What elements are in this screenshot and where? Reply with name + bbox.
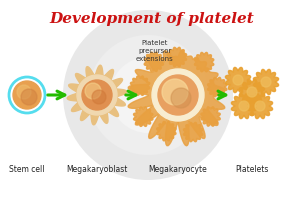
Polygon shape <box>183 122 203 142</box>
Text: Megakaryoblast: Megakaryoblast <box>66 166 128 174</box>
Circle shape <box>88 35 208 155</box>
Text: Platelet
precursor
extensions: Platelet precursor extensions <box>136 40 174 62</box>
Polygon shape <box>157 121 176 141</box>
Polygon shape <box>167 47 187 67</box>
Circle shape <box>85 83 101 99</box>
Circle shape <box>21 89 37 105</box>
Polygon shape <box>231 93 256 119</box>
Circle shape <box>171 88 191 108</box>
Polygon shape <box>130 76 150 95</box>
Polygon shape <box>201 107 220 126</box>
Polygon shape <box>194 52 214 72</box>
Circle shape <box>82 80 112 110</box>
Circle shape <box>255 101 265 111</box>
Circle shape <box>158 75 198 115</box>
Circle shape <box>152 69 204 121</box>
Text: Development of platelet: Development of platelet <box>50 12 254 26</box>
Circle shape <box>239 101 249 111</box>
Polygon shape <box>225 67 250 93</box>
Polygon shape <box>144 52 164 72</box>
Circle shape <box>17 85 31 99</box>
Circle shape <box>92 90 106 104</box>
Polygon shape <box>248 93 273 119</box>
Circle shape <box>13 81 41 109</box>
Text: Stem cell: Stem cell <box>9 166 45 174</box>
Polygon shape <box>208 77 227 97</box>
Circle shape <box>63 10 233 180</box>
Text: Megakaryocyte: Megakaryocyte <box>148 166 207 174</box>
Circle shape <box>162 79 188 105</box>
Polygon shape <box>128 51 225 146</box>
Text: Platelets: Platelets <box>235 166 269 174</box>
Polygon shape <box>67 65 127 125</box>
Circle shape <box>247 87 257 97</box>
Polygon shape <box>254 69 279 95</box>
Circle shape <box>77 75 117 115</box>
Circle shape <box>110 57 186 133</box>
Circle shape <box>233 75 243 85</box>
Polygon shape <box>134 107 153 126</box>
Circle shape <box>261 77 271 87</box>
Polygon shape <box>239 79 265 105</box>
